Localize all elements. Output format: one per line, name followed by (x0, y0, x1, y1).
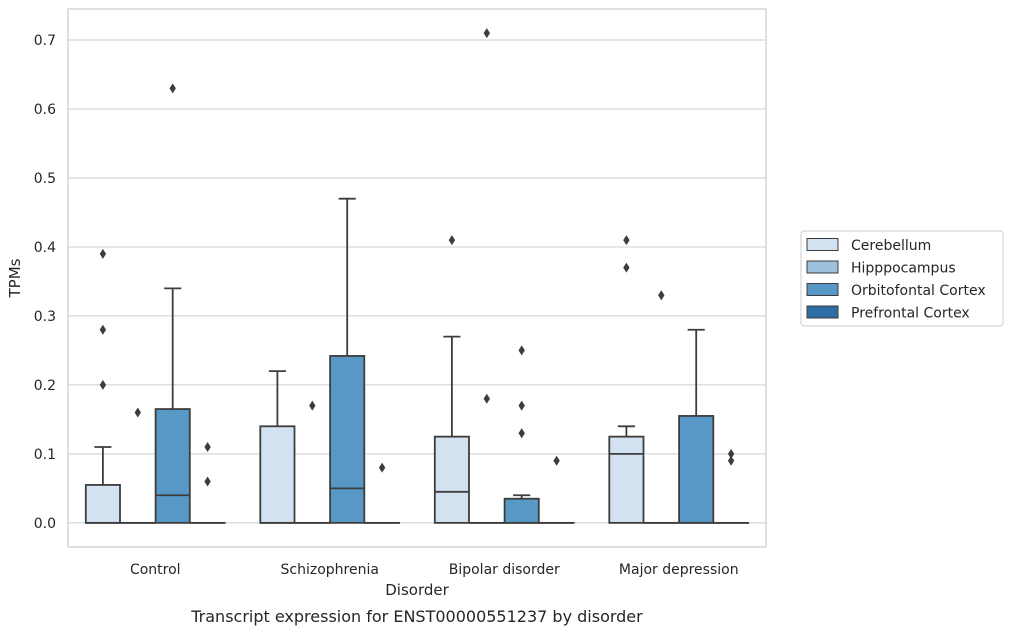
outlier-point (623, 235, 630, 246)
outlier-point (99, 324, 107, 335)
legend-swatch (806, 305, 839, 319)
y-tick-label: 0.5 (34, 171, 56, 187)
box (678, 415, 715, 524)
outlier-point (309, 400, 316, 411)
box (154, 408, 191, 524)
y-tick-label: 0.3 (34, 309, 56, 325)
box (433, 435, 470, 524)
x-tick-label: Major depression (619, 562, 739, 578)
legend-label: Cerebellum (851, 238, 931, 254)
outlier-point (518, 400, 525, 411)
box-group (608, 235, 645, 524)
x-tick-label: Schizophrenia (281, 562, 379, 578)
box (329, 355, 366, 524)
y-tick-label: 0.0 (34, 516, 56, 532)
y-tick-label: 0.2 (34, 378, 56, 394)
outlier-point (658, 290, 665, 301)
box-group (503, 345, 540, 524)
chart-caption: Transcript expression for ENST0000055123… (190, 607, 643, 626)
outlier-point (483, 393, 490, 404)
legend-swatch (806, 238, 839, 251)
legend-label: Orbitofontal Cortex (851, 283, 986, 299)
outlier-point (134, 407, 141, 418)
y-tick-label: 0.6 (34, 102, 56, 118)
legend: Cerebellum Hipppocampus Orbitofontal Corte… (800, 230, 1004, 327)
outlier-point (727, 448, 735, 459)
plot-frame (67, 8, 767, 548)
box-group (713, 448, 750, 524)
outlier-point (727, 455, 735, 466)
box-group (154, 83, 191, 524)
outlier-point (99, 248, 107, 259)
box (84, 484, 121, 524)
y-tick-label: 0.1 (34, 447, 56, 463)
box (503, 497, 540, 524)
box (608, 435, 645, 524)
outlier-point (518, 428, 525, 439)
box-series (84, 28, 750, 524)
legend-frame (800, 230, 1004, 327)
y-tick-labels: 0.0 0.1 0.2 0.3 0.4 0.5 0.6 0.7 (34, 33, 56, 532)
outlier-point (204, 441, 211, 452)
outlier-point (553, 455, 560, 466)
legend-label: Hipppocampus (851, 261, 956, 277)
y-axis-label: TPMs (6, 258, 24, 298)
y-tick-label: 0.4 (34, 240, 56, 256)
box-group (538, 455, 575, 524)
outlier-point (378, 462, 386, 473)
x-tick-labels: Control Schizophrenia Bipolar disorder Majo… (130, 562, 739, 578)
outlier-point (99, 379, 107, 390)
outlier-point (169, 83, 176, 94)
box-group (189, 441, 226, 524)
outlier-point (518, 345, 525, 356)
box (259, 425, 296, 524)
box-group (294, 400, 331, 524)
box-group (678, 328, 715, 524)
box-group (364, 462, 401, 524)
box-group (119, 407, 156, 524)
legend-label: Prefrontal Cortex (851, 306, 970, 322)
outlier-point (448, 235, 456, 246)
box-group (433, 235, 470, 524)
outlier-point (204, 476, 211, 487)
x-tick-label: Bipolar disorder (449, 562, 560, 578)
legend-swatch (806, 260, 839, 274)
x-axis-label: Disorder (385, 581, 449, 599)
box-group (329, 197, 366, 524)
legend-swatch (806, 283, 839, 296)
box-group (84, 248, 121, 524)
outlier-point (623, 262, 630, 273)
y-tick-label: 0.7 (34, 33, 56, 49)
x-tick-label: Control (130, 562, 181, 578)
box-group (259, 370, 296, 524)
outlier-point (483, 28, 490, 39)
